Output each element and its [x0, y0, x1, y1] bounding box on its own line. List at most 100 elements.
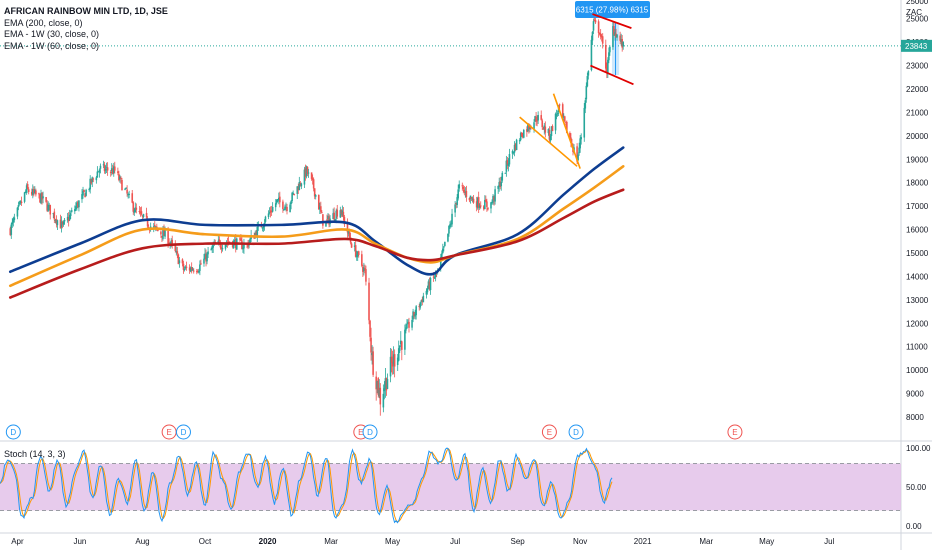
earnings-marker[interactable]: E [161, 424, 177, 440]
candle [239, 236, 241, 242]
candle-body [290, 201, 292, 205]
candle-body [413, 311, 415, 317]
candle-body [62, 221, 65, 225]
candle [464, 187, 467, 198]
candle [543, 122, 546, 135]
candle [192, 267, 195, 274]
candle [468, 197, 471, 203]
candle-body [528, 125, 530, 130]
candle [507, 158, 510, 172]
event-marker-circle [541, 424, 557, 440]
candle-body [612, 26, 614, 48]
candle-body [270, 210, 273, 213]
candle [47, 201, 49, 213]
candle [74, 205, 76, 215]
last-price-label: 23843 [905, 42, 928, 51]
candle-body [580, 137, 582, 140]
earnings-marker[interactable]: E [541, 424, 557, 440]
candle-body [458, 184, 461, 189]
candle [270, 205, 273, 216]
candle [313, 188, 316, 200]
candle [601, 33, 604, 49]
dividend-marker[interactable]: D [5, 424, 21, 440]
dividend-marker[interactable]: D [175, 424, 191, 440]
candle [188, 264, 191, 274]
candle-body [10, 224, 13, 235]
candle-body [292, 192, 294, 194]
candle-body [20, 201, 23, 203]
candle [587, 70, 590, 80]
candle [370, 327, 372, 361]
candle [25, 183, 28, 195]
candle-body [11, 221, 14, 225]
candle [139, 207, 142, 217]
candle [45, 196, 47, 204]
candle-body [198, 271, 200, 273]
candle-body [12, 218, 15, 223]
candle-body [239, 238, 241, 240]
chart-legend: AFRICAN RAINBOW MIN LTD, 1D, JSE EMA (20… [4, 6, 168, 52]
candle-body [361, 254, 363, 266]
candle [205, 249, 207, 267]
candle [586, 72, 589, 88]
candle-body [514, 143, 517, 150]
candle [608, 47, 610, 64]
candle-body [97, 171, 100, 173]
candle-body [262, 225, 265, 229]
candle-body [593, 19, 596, 21]
candle-body [78, 200, 80, 208]
candle-body [199, 264, 201, 271]
candle-body [275, 199, 278, 203]
candle [89, 175, 92, 194]
legend-study-ema200[interactable]: EMA (200, close, 0) [4, 17, 83, 28]
candle-body [619, 35, 621, 41]
candle-body [227, 241, 230, 243]
dividend-marker[interactable]: D [568, 424, 584, 440]
candle-body [515, 139, 518, 151]
candle-body [521, 136, 524, 138]
candle-body [249, 238, 251, 244]
candle-body [283, 209, 285, 211]
candle [550, 126, 553, 141]
candle [433, 274, 436, 279]
legend-title: AFRICAN RAINBOW MIN LTD, 1D, JSE [4, 6, 168, 16]
earnings-marker[interactable]: E [727, 424, 743, 440]
candle-body [268, 211, 271, 213]
candle-body [118, 173, 120, 181]
candle-body [398, 345, 401, 351]
candle-body [390, 356, 393, 363]
candle-body [131, 193, 134, 203]
candle-body [153, 224, 156, 227]
candle [76, 201, 78, 211]
candle-body [440, 253, 443, 259]
candle [298, 176, 301, 191]
legend-study-ema30w[interactable]: EMA - 1W (30, close, 0) [4, 29, 100, 39]
candle-body [507, 163, 510, 167]
candle-body [210, 249, 212, 251]
candle [53, 208, 56, 224]
candle [544, 121, 547, 138]
stoch-legend[interactable]: Stoch (14, 3, 3) [4, 449, 66, 459]
candle-body [450, 223, 452, 225]
ema60w-line [8, 188, 625, 299]
candle-body [48, 204, 51, 206]
candle-body [498, 182, 500, 187]
candle [577, 152, 579, 162]
candle-body [375, 376, 377, 390]
candle-body [132, 202, 135, 212]
candle-body [145, 212, 148, 218]
candle-body [404, 329, 406, 350]
event-marker-circle [175, 424, 191, 440]
candle [183, 266, 186, 272]
candle [49, 204, 52, 220]
dividend-marker[interactable]: D [362, 424, 378, 440]
legend-study-ema60w[interactable]: EMA - 1W (60, close, 0) [4, 40, 100, 51]
candle-body [478, 206, 481, 208]
candle-body [518, 140, 521, 142]
candle-body [60, 221, 63, 228]
candle-body [566, 121, 568, 133]
candle-body [457, 189, 459, 199]
candle [520, 132, 523, 137]
candle-body [96, 171, 99, 178]
